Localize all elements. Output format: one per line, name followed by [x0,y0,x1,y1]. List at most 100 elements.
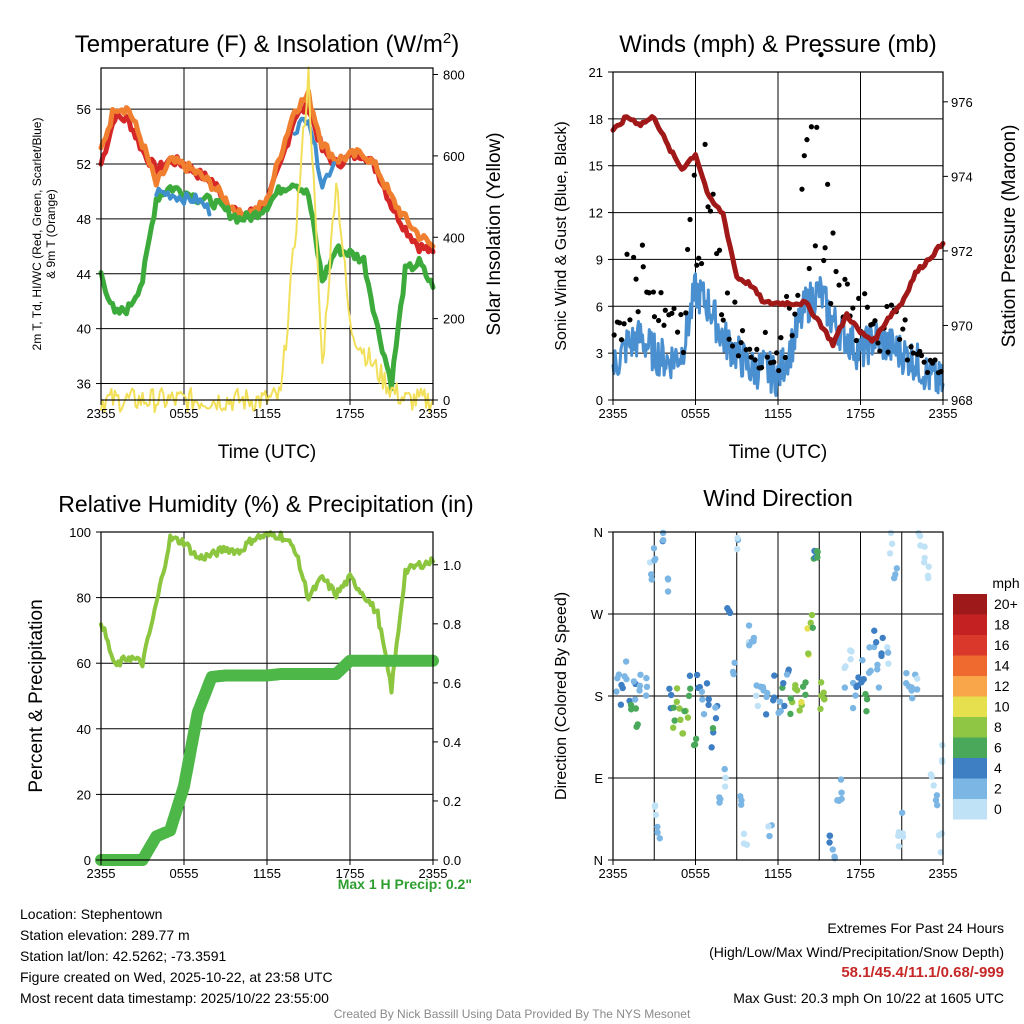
rh-y2tick-label-2: 0.4 [443,735,461,750]
direction-point [652,811,660,819]
direction-point [770,694,778,701]
direction-point [687,685,694,692]
colorbar-label-10: 0 [994,801,1002,817]
xtick-label-0-2: 1155 [253,406,281,421]
xtick-label-1-0: 2355 [599,406,628,421]
gust-dot [864,304,870,310]
direction-point [862,690,869,698]
direction-point [684,714,692,721]
direction-point [693,671,701,679]
xtick-label-2-0: 2355 [87,866,116,881]
xtick-label-3-2: 1155 [764,866,792,881]
xtick-label-3-1: 0555 [681,866,710,881]
dir-ytick-label-1: E [594,771,603,786]
direction-point [776,698,784,705]
gust-dot [872,318,878,324]
gust-dot [640,264,646,270]
wind-y2tick-label-4: 976 [951,95,973,110]
direction-point [853,683,860,691]
gust-dot [661,322,667,328]
rh-line [99,530,435,695]
direction-point [617,701,625,708]
dir-ytick-label-0: N [594,853,603,868]
gust-dot [732,299,738,305]
direction-point [895,843,903,850]
direction-point [643,683,651,691]
direction-point [808,611,816,619]
dir-ytick-label-2: S [594,689,603,704]
gust-dot [795,292,801,298]
wind-y2tick-label-1: 970 [951,318,973,333]
gust-dot [885,349,891,355]
direction-point [792,685,799,692]
colorbar-swatch-6 [953,717,987,738]
gust-dot [762,329,768,336]
wind-ytick-label-0: 0 [596,393,603,408]
direction-point [920,559,928,566]
rh-ytick-label-0: 0 [84,853,91,868]
direction-point [705,701,712,709]
direction-point [669,724,677,731]
wind-y2label: Station Pressure (Maroon) [999,125,1020,348]
rh-ytick-label-1: 20 [77,787,91,802]
temp-ylabel-line2: & 9m T (Orange) [44,189,58,279]
direction-point [712,704,719,711]
colorbar-label-2: 16 [994,637,1010,653]
temp-ytick-label-5: 56 [77,102,91,117]
gust-dot [902,317,908,323]
direction-point [875,684,883,691]
colorbar-label-3: 14 [994,658,1010,674]
direction-point [637,671,644,678]
gust-dot [828,300,834,307]
gust-dot [789,332,795,339]
gust-dot [698,260,705,267]
wind-xlabel: Time (UTC) [729,442,828,463]
colorbar-swatch-1 [953,614,987,635]
gust-dot [724,290,731,296]
direction-point [766,832,773,840]
direction-point [884,644,891,651]
direction-point [673,685,681,692]
direction-point [656,835,663,842]
wind-ylabel: Sonic Wind & Gust (Blue, Black) [553,121,570,350]
direction-point [921,543,928,550]
direction-point [763,693,770,701]
temp-y2label: Solar Insolation (Yellow) [484,132,505,335]
direction-point [643,674,650,682]
gust-dot [778,335,784,341]
direction-point [730,670,737,678]
direction-point [841,684,849,691]
gust-dot [639,242,646,248]
xtick-label-1-3: 1755 [846,406,875,421]
gust-dot [738,339,744,346]
direction-point [740,840,748,847]
recent-data-text: Most recent data timestamp: 2025/10/22 2… [20,990,329,1006]
gust-dot [651,314,658,320]
gust-dot [720,317,726,323]
colorbar-swatch-4 [953,676,987,697]
gust-dot [696,255,702,261]
direction-point [673,698,681,706]
gust-dot [875,340,881,346]
direction-point [858,679,865,686]
direction-point [679,730,686,737]
direction-point [621,673,628,680]
colorbar-swatch-0 [953,594,987,615]
direction-point [892,571,899,578]
colorbar-label-9: 2 [994,781,1002,797]
xtick-label-2-1: 0555 [170,866,199,881]
xtick-label-1-1: 0555 [681,406,710,421]
gust-dot [748,354,754,360]
gust-dot [822,245,828,251]
direction-point [685,692,693,700]
gust-dot [877,348,883,354]
colorbar-label-6: 8 [994,719,1002,735]
direction-point [899,833,907,840]
temp-ylabel-line1: 2m T, Td, HI/WC (Red, Green, Scarlet/Blu… [30,118,44,351]
direction-point [780,679,787,687]
wind-ytick-label-4: 12 [589,206,603,221]
colorbar-label-7: 6 [994,740,1002,756]
direction-point [874,661,881,668]
gust-dot [924,369,931,376]
